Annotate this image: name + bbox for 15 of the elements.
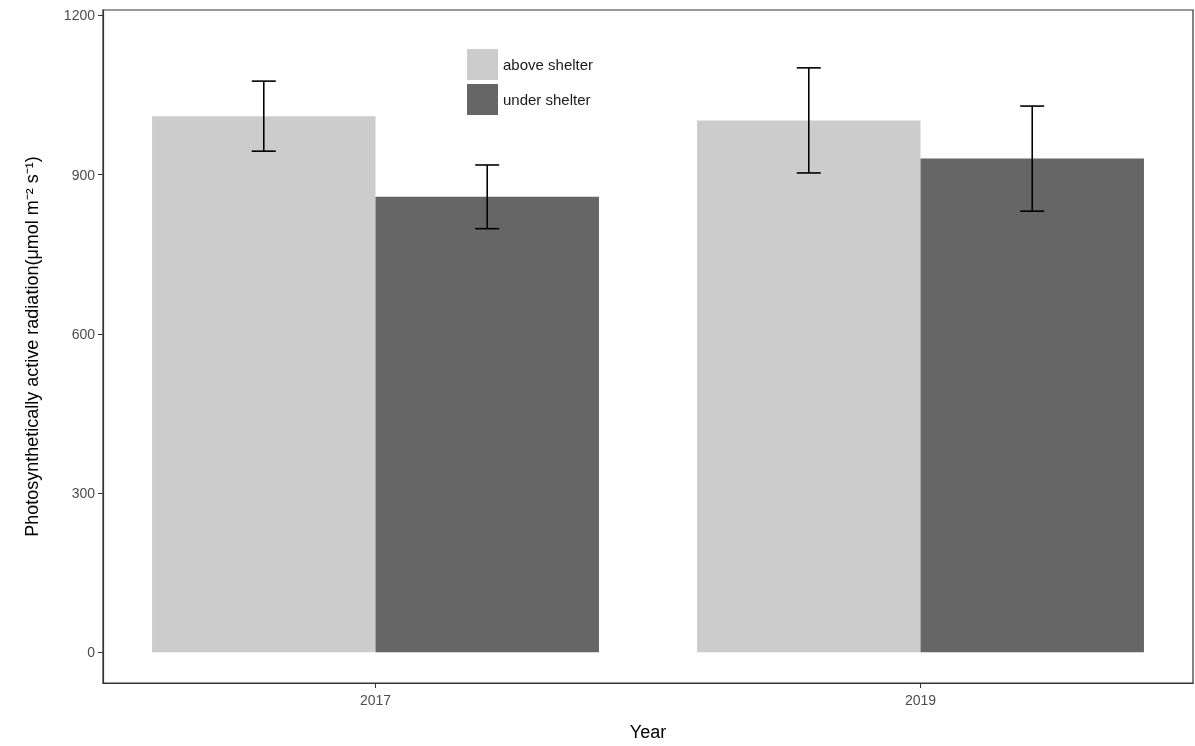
legend-label: under shelter	[503, 91, 591, 108]
y-tick-label: 900	[71, 166, 96, 183]
y-tick-label: 600	[71, 325, 96, 342]
bar	[920, 158, 1144, 653]
legend-label: above shelter	[503, 56, 594, 73]
x-tick-label: 2019	[904, 692, 937, 708]
bar	[152, 116, 376, 653]
y-tick-label: 1200	[63, 7, 96, 24]
bar	[697, 120, 921, 653]
y-tick-label: 0	[87, 644, 96, 661]
x-axis-title: Year	[629, 722, 667, 742]
y-tick-label: 300	[71, 484, 96, 501]
bar	[375, 196, 599, 653]
x-tick-label: 2017	[359, 692, 392, 708]
y-axis-title: Photosynthetically active radiation(μmol m⁻² s⁻¹)	[22, 156, 42, 537]
